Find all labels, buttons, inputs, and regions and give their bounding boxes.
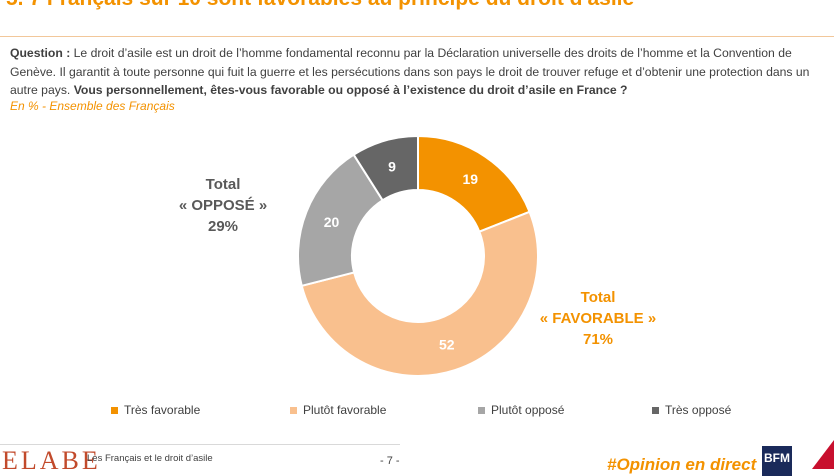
red-corner-accent bbox=[812, 440, 834, 469]
legend-item-plutot-favorable: Plutôt favorable bbox=[290, 403, 386, 417]
donut-slices bbox=[297, 134, 539, 377]
elabe-logo: ELABE bbox=[2, 446, 101, 475]
slice-value-label: 9 bbox=[388, 159, 396, 175]
hashtag-opinion: #Opinion en direct bbox=[607, 455, 757, 474]
title-divider bbox=[0, 36, 834, 37]
base-note: En % - Ensemble des Français bbox=[10, 99, 175, 113]
legend-label: Plutôt opposé bbox=[491, 403, 565, 417]
total-favorable-callout: Total « FAVORABLE » 71% bbox=[523, 287, 673, 350]
bfm-logo: BFM bbox=[762, 446, 792, 476]
slide-title: 5. 7 Français sur 10 sont favorables au … bbox=[6, 0, 634, 11]
donut-slice-tr-s-oppos- bbox=[352, 134, 419, 202]
total-favorable-value: 71% bbox=[582, 331, 614, 348]
total-oppose-value: 29% bbox=[207, 218, 239, 235]
legend-label: Très favorable bbox=[124, 403, 201, 417]
legend-item-tres-favorable: Très favorable bbox=[111, 403, 200, 417]
question-body: Le droit d’asile est un droit de l’homme… bbox=[10, 46, 810, 97]
legend-swatch bbox=[290, 406, 297, 414]
total-oppose-label: « OPPOSÉ » bbox=[178, 197, 268, 214]
slice-value-label: 52 bbox=[439, 336, 455, 352]
legend-label: Très opposé bbox=[665, 403, 732, 417]
footer-subject: Les Français et le droit d’asile bbox=[87, 453, 213, 464]
legend-item-plutot-oppose: Plutôt opposé bbox=[478, 403, 564, 417]
legend-swatch bbox=[478, 406, 485, 414]
footer-divider bbox=[0, 444, 400, 445]
slice-value-label: 20 bbox=[324, 214, 340, 230]
donut-slice-plut-t-favorable bbox=[300, 210, 539, 377]
chart-legend: Très favorable Plutôt favorable Plutôt o… bbox=[0, 403, 834, 421]
total-oppose-title: Total bbox=[205, 176, 241, 193]
total-oppose-callout: Total « OPPOSÉ » 29% bbox=[150, 174, 296, 237]
legend-swatch bbox=[652, 406, 659, 414]
donut-value-labels: 19 52 20 9 bbox=[324, 159, 479, 353]
question-text: Question : Le droit d’asile est un droit… bbox=[10, 44, 825, 100]
legend-item-tres-oppose: Très opposé bbox=[652, 403, 731, 417]
page-number: - 7 - bbox=[380, 455, 400, 467]
slice-value-label: 19 bbox=[462, 171, 478, 187]
total-favorable-title: Total bbox=[580, 289, 616, 306]
legend-swatch bbox=[111, 406, 118, 414]
question-prompt: Vous personnellement, êtes-vous favorabl… bbox=[73, 83, 628, 97]
question-label: Question : bbox=[10, 46, 71, 60]
legend-label: Plutôt favorable bbox=[303, 403, 387, 417]
total-favorable-label: « FAVORABLE » bbox=[539, 310, 657, 327]
